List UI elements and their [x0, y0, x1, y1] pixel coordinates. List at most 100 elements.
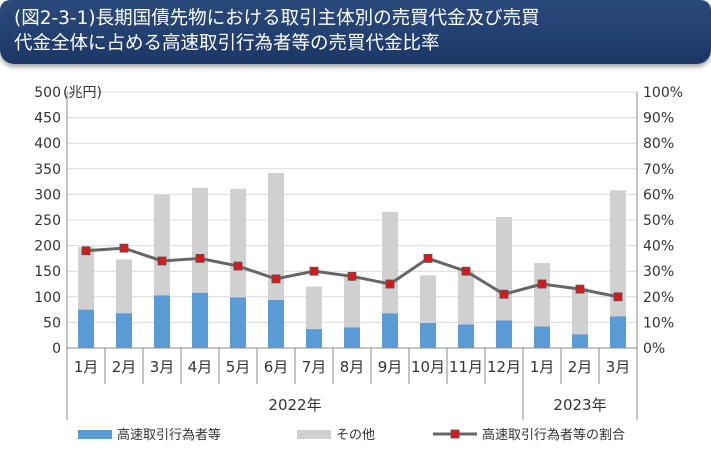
- y-right-tick-label: 20%: [643, 290, 674, 306]
- y-right-tick-label: 0%: [643, 341, 665, 357]
- y-left-tick-label: 200: [34, 239, 61, 255]
- y-right-tick-label: 50%: [643, 213, 674, 229]
- legend-swatch-hft: [78, 430, 112, 439]
- bar-other: [534, 263, 550, 327]
- ratio-point: [461, 266, 471, 276]
- bar-other: [268, 172, 284, 300]
- ratio-point: [157, 256, 167, 266]
- bar-hft: [420, 322, 436, 348]
- ratio-point: [271, 274, 281, 284]
- y-left-tick-label: 500: [34, 85, 61, 101]
- ratio-point: [423, 253, 433, 263]
- legend-label-hft: 高速取引行為者等: [117, 427, 221, 443]
- y-right-tick-label: 60%: [643, 187, 674, 203]
- bar-other: [78, 247, 94, 310]
- y-left-unit-label: (兆円): [63, 85, 102, 101]
- ratio-point: [309, 266, 319, 276]
- y-right-tick-label: 80%: [643, 136, 674, 152]
- x-tick-label: 4月: [188, 358, 213, 376]
- ratio-point: [233, 261, 243, 271]
- bar-hft: [382, 313, 398, 348]
- bar-other: [382, 211, 398, 314]
- y-left-tick-label: 150: [34, 264, 61, 280]
- legend-swatch-other: [297, 430, 331, 439]
- x-tick-label: 3月: [606, 358, 631, 376]
- bar-other: [230, 188, 246, 298]
- ratio-point: [613, 292, 623, 302]
- y-left-tick-label: 400: [34, 136, 61, 152]
- bar-hft: [78, 309, 94, 348]
- x-tick-label: 1月: [74, 358, 99, 376]
- ratio-point: [81, 246, 91, 256]
- bar-hft: [306, 329, 322, 348]
- bar-hft: [572, 334, 588, 348]
- bar-other: [496, 216, 512, 321]
- chart-title-line2: 代金全体に占める高速取引行為者等の売買代金比率: [14, 33, 440, 54]
- x-tick-label: 10月: [411, 358, 445, 376]
- x-tick-label: 8月: [340, 358, 365, 376]
- y-left-tick-label: 350: [34, 162, 61, 178]
- bar-hft: [458, 324, 474, 348]
- legend-label-other: その他: [336, 428, 375, 443]
- ratio-point: [119, 243, 129, 253]
- bar-hft: [230, 297, 246, 348]
- legend-label-ratio: 高速取引行為者等の割合: [482, 427, 625, 443]
- bar-other: [154, 194, 170, 296]
- bar-hft: [192, 292, 208, 348]
- bar-other: [610, 190, 626, 317]
- ratio-point: [385, 279, 395, 289]
- y-left-tick-label: 50: [43, 315, 61, 331]
- bar-other: [572, 288, 588, 335]
- ratio-point: [347, 271, 357, 281]
- bar-hft: [116, 313, 132, 348]
- bar-other: [192, 187, 208, 293]
- legend-marker-ratio: [450, 429, 460, 439]
- x-tick-label: 6月: [264, 358, 289, 376]
- ratio-point: [537, 279, 547, 289]
- title-banner: (図2-3-1)長期国債先物における取引主体別の売買代金及び売買 代金全体に占め…: [0, 0, 711, 64]
- x-tick-label: 11月: [449, 358, 483, 376]
- bar-hft: [268, 299, 284, 348]
- bar-other: [116, 259, 132, 314]
- bar-hft: [496, 320, 512, 348]
- y-left-tick-label: 250: [34, 213, 61, 229]
- bar-hft: [610, 316, 626, 348]
- ratio-point: [575, 284, 585, 294]
- bar-other: [458, 270, 474, 325]
- bar-other: [420, 275, 436, 323]
- y-right-tick-label: 40%: [643, 239, 674, 255]
- y-left-tick-label: 450: [34, 111, 61, 127]
- x-tick-label: 9月: [378, 358, 403, 376]
- x-tick-label: 5月: [226, 358, 251, 376]
- x-tick-label: 7月: [302, 358, 327, 376]
- y-right-tick-label: 100%: [643, 85, 683, 101]
- bar-hft: [534, 326, 550, 348]
- bar-hft: [344, 327, 360, 348]
- x-tick-label: 3月: [150, 358, 175, 376]
- x-tick-label: 12月: [487, 358, 521, 376]
- legend: 高速取引行為者等 その他 高速取引行為者等の割合: [78, 427, 625, 443]
- y-left-tick-label: 100: [34, 290, 61, 306]
- x-tick-label: 2月: [568, 358, 593, 376]
- bar-other: [306, 286, 322, 330]
- y-right-tick-label: 10%: [643, 315, 674, 331]
- year-label: 2022年: [268, 396, 321, 414]
- bars: [78, 172, 626, 348]
- chart-title: (図2-3-1)長期国債先物における取引主体別の売買代金及び売買 代金全体に占め…: [14, 6, 704, 56]
- y-right-tick-label: 90%: [643, 111, 674, 127]
- x-tick-label: 1月: [530, 358, 555, 376]
- x-tick-label: 2月: [112, 358, 137, 376]
- ratio-point: [195, 253, 205, 263]
- bar-hft: [154, 295, 170, 348]
- y-left-tick-label: 0: [52, 341, 61, 357]
- axes: [66, 92, 638, 420]
- ratio-line: [81, 243, 623, 302]
- tick-labels: 0 50 100 150 200 250 300 350 400 450 500 (兆円) 0% 10% 2…: [34, 85, 683, 414]
- y-right-tick-label: 30%: [643, 264, 674, 280]
- year-label: 2023年: [553, 396, 606, 414]
- ratio-point: [499, 289, 509, 299]
- chart-title-line1: (図2-3-1)長期国債先物における取引主体別の売買代金及び売買: [14, 8, 540, 29]
- bar-other: [344, 276, 360, 328]
- y-right-tick-label: 70%: [643, 162, 674, 178]
